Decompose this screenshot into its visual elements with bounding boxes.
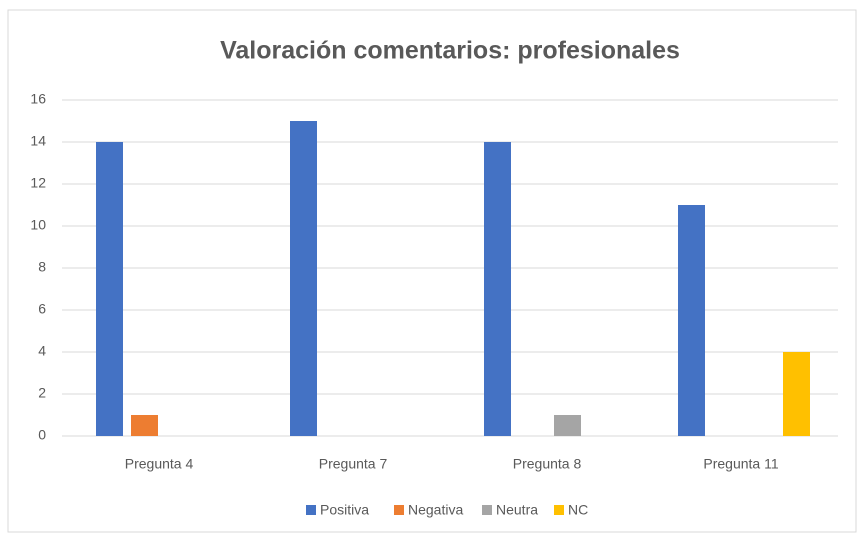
- y-tick-label: 10: [30, 217, 46, 233]
- bar: [678, 205, 705, 436]
- y-tick-label: 4: [38, 343, 46, 359]
- bar: [783, 352, 810, 436]
- legend-label: Negativa: [408, 502, 463, 518]
- legend-swatch: [554, 505, 564, 515]
- legend-swatch: [306, 505, 316, 515]
- y-tick-label: 12: [30, 175, 46, 191]
- y-tick-label: 16: [30, 91, 46, 107]
- y-tick-label: 0: [38, 427, 46, 443]
- y-tick-label: 6: [38, 301, 46, 317]
- y-tick-label: 14: [30, 133, 46, 149]
- y-tick-label: 8: [38, 259, 46, 275]
- x-tick-label: Pregunta 7: [319, 456, 388, 472]
- chart-frame: [7, 9, 857, 533]
- bar: [96, 142, 123, 436]
- y-tick-label: 2: [38, 385, 46, 401]
- bar: [290, 121, 317, 436]
- legend-swatch: [482, 505, 492, 515]
- x-tick-label: Pregunta 11: [703, 456, 778, 472]
- chart-title: Valoración comentarios: profesionales: [220, 37, 680, 65]
- bar: [554, 415, 581, 436]
- legend-label: Neutra: [496, 502, 538, 518]
- legend-label: NC: [568, 502, 588, 518]
- bar: [484, 142, 511, 436]
- x-tick-label: Pregunta 4: [125, 456, 194, 472]
- bar: [131, 415, 158, 436]
- legend-swatch: [394, 505, 404, 515]
- x-tick-label: Pregunta 8: [513, 456, 582, 472]
- legend-label: Positiva: [320, 502, 369, 518]
